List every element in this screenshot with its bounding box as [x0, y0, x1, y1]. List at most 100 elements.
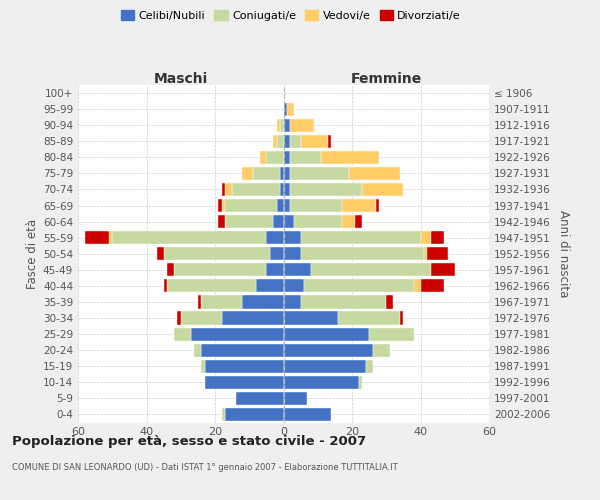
Bar — [373, 344, 389, 357]
Bar — [290, 167, 349, 180]
Bar — [205, 376, 284, 389]
Bar — [280, 167, 284, 180]
Bar — [328, 134, 331, 148]
Bar — [167, 263, 174, 276]
Bar — [290, 118, 314, 132]
Bar — [164, 280, 167, 292]
Bar — [284, 150, 290, 164]
Bar — [284, 231, 301, 244]
Bar — [85, 231, 109, 244]
Bar — [284, 328, 369, 340]
Bar — [355, 215, 362, 228]
Bar — [266, 150, 284, 164]
Y-axis label: Fasce di età: Fasce di età — [26, 218, 39, 289]
Bar — [342, 215, 355, 228]
Bar — [225, 183, 232, 196]
Bar — [270, 247, 284, 260]
Bar — [284, 102, 287, 116]
Bar — [273, 215, 284, 228]
Bar — [284, 215, 294, 228]
Bar — [284, 167, 290, 180]
Bar — [321, 150, 379, 164]
Bar — [342, 199, 376, 212]
Text: Popolazione per età, sesso e stato civile - 2007: Popolazione per età, sesso e stato civil… — [12, 435, 366, 448]
Bar — [284, 183, 290, 196]
Bar — [202, 344, 284, 357]
Bar — [290, 134, 301, 148]
Bar — [202, 360, 205, 373]
Bar — [225, 199, 277, 212]
Bar — [290, 199, 342, 212]
Bar — [287, 102, 294, 116]
Bar — [260, 150, 266, 164]
Bar — [421, 231, 431, 244]
Bar — [266, 231, 284, 244]
Bar — [178, 312, 181, 324]
Bar — [164, 247, 270, 260]
Bar — [290, 183, 362, 196]
Bar — [284, 312, 338, 324]
Bar — [232, 183, 280, 196]
Bar — [181, 312, 222, 324]
Bar — [311, 263, 431, 276]
Bar — [284, 118, 290, 132]
Bar — [301, 134, 328, 148]
Bar — [400, 312, 403, 324]
Bar — [273, 134, 277, 148]
Bar — [413, 280, 421, 292]
Bar — [112, 231, 266, 244]
Bar — [284, 280, 304, 292]
Bar — [222, 312, 284, 324]
Bar — [174, 263, 266, 276]
Text: COMUNE DI SAN LEONARDO (UD) - Dati ISTAT 1° gennaio 2007 - Elaborazione TUTTITAL: COMUNE DI SAN LEONARDO (UD) - Dati ISTAT… — [12, 462, 398, 471]
Bar — [225, 215, 273, 228]
Bar — [202, 296, 242, 308]
Bar — [225, 408, 284, 421]
Y-axis label: Anni di nascita: Anni di nascita — [557, 210, 570, 298]
Bar — [431, 231, 445, 244]
Bar — [284, 247, 301, 260]
Bar — [359, 376, 362, 389]
Bar — [386, 296, 393, 308]
Bar — [431, 263, 455, 276]
Bar — [198, 296, 202, 308]
Bar — [242, 167, 253, 180]
Bar — [427, 247, 448, 260]
Bar — [280, 183, 284, 196]
Bar — [222, 183, 225, 196]
Bar — [280, 118, 284, 132]
Bar — [174, 328, 191, 340]
Bar — [366, 360, 373, 373]
Bar — [304, 280, 413, 292]
Bar — [376, 199, 379, 212]
Bar — [338, 312, 400, 324]
Bar — [218, 199, 222, 212]
Text: Femmine: Femmine — [350, 72, 422, 86]
Bar — [421, 280, 445, 292]
Bar — [284, 360, 366, 373]
Bar — [157, 247, 164, 260]
Bar — [266, 263, 284, 276]
Bar — [277, 199, 284, 212]
Bar — [242, 296, 284, 308]
Bar — [424, 247, 427, 260]
Bar — [301, 296, 386, 308]
Bar — [253, 167, 280, 180]
Bar — [284, 408, 331, 421]
Bar — [284, 376, 359, 389]
Bar — [191, 328, 284, 340]
Bar — [290, 150, 321, 164]
Bar — [284, 134, 290, 148]
Bar — [369, 328, 413, 340]
Bar — [109, 231, 112, 244]
Bar — [222, 199, 225, 212]
Text: Maschi: Maschi — [154, 72, 208, 86]
Bar — [236, 392, 284, 405]
Bar — [284, 344, 373, 357]
Bar — [218, 215, 225, 228]
Legend: Celibi/Nubili, Coniugati/e, Vedovi/e, Divorziati/e: Celibi/Nubili, Coniugati/e, Vedovi/e, Di… — [116, 6, 466, 25]
Bar — [167, 280, 256, 292]
Bar — [301, 231, 421, 244]
Bar — [284, 263, 311, 276]
Bar — [205, 360, 284, 373]
